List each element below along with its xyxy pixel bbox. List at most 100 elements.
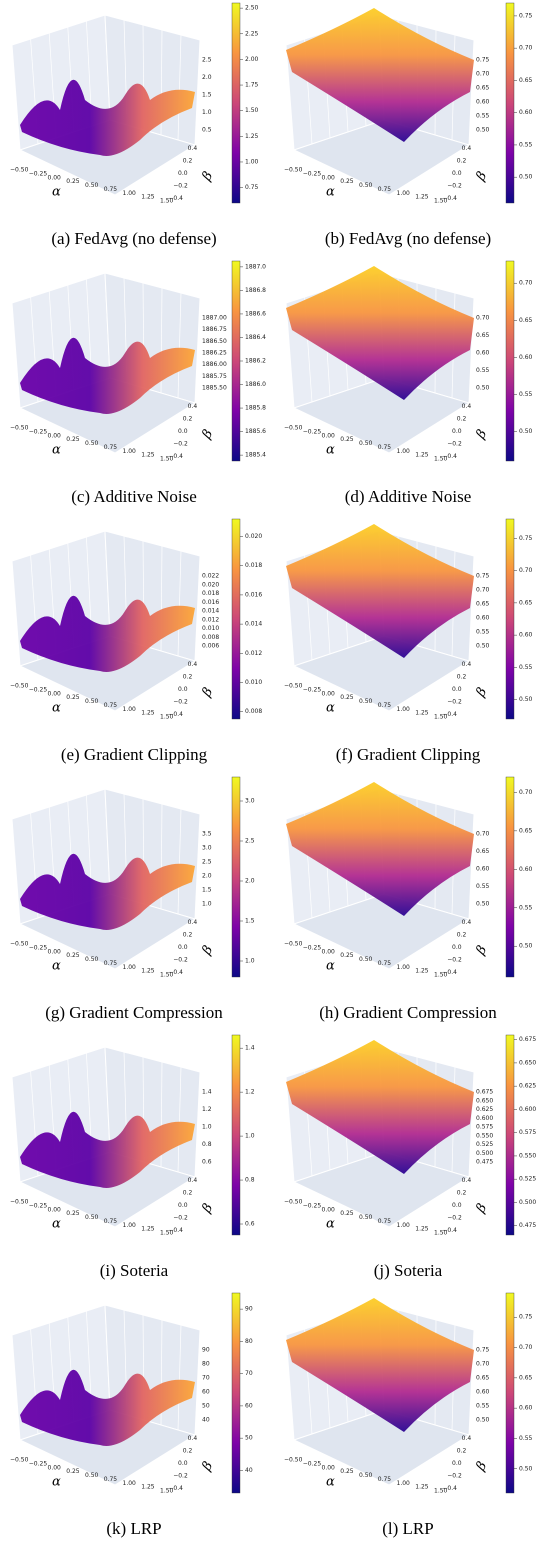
x-tick-label: 0.75 — [104, 702, 118, 709]
y-axis-label: β — [473, 169, 490, 184]
y-axis-label: β — [199, 1201, 216, 1216]
colorbar-tick-label: 1886.2 — [245, 358, 266, 365]
x-axis-label: α — [52, 701, 61, 716]
colorbar — [231, 1034, 241, 1236]
x-tick-label: 1.25 — [141, 968, 155, 975]
y-tick-label: 0.0 — [452, 1202, 462, 1209]
z-tick-label: 1885.50 — [202, 385, 227, 392]
x-tick-label: 0.75 — [378, 702, 392, 709]
colorbar-tick-label: 0.60 — [519, 632, 533, 639]
x-tick-label: 1.25 — [141, 1484, 155, 1491]
colorbar-tick-label: 0.675 — [519, 1036, 536, 1043]
x-tick-label: 0.75 — [378, 444, 392, 451]
z-tick-label: 0.75 — [476, 573, 490, 580]
z-tick-label: 0.016 — [202, 599, 219, 606]
x-tick-label: 0.50 — [359, 1472, 373, 1479]
x-axis-label: α — [326, 1475, 335, 1490]
surface — [286, 782, 474, 916]
z-tick-label: 1885.75 — [202, 373, 227, 380]
z-tick-label: 0.55 — [476, 113, 490, 120]
y-tick-label: 0.0 — [452, 1460, 462, 1467]
colorbar-tick-label: 1885.8 — [245, 405, 266, 412]
colorbar-tick-label: 0.70 — [519, 45, 533, 52]
z-tick-label: 0.65 — [476, 85, 490, 92]
colorbar-tick-label: 0.8 — [245, 1177, 255, 1184]
colorbar-tick-label: 0.55 — [519, 904, 533, 911]
colorbar-tick-label: 1885.4 — [245, 452, 266, 459]
x-tick-label: −0.25 — [303, 944, 322, 951]
x-tick-label: 0.75 — [378, 1476, 392, 1483]
x-tick-label: 1.50 — [434, 1488, 448, 1495]
caption: (e) Gradient Clipping — [61, 745, 208, 764]
y-tick-label: −0.4 — [168, 453, 183, 460]
x-tick-label: 1.00 — [397, 1222, 411, 1229]
z-tick-label: 1886.25 — [202, 350, 227, 357]
x-tick-label: 1.25 — [415, 968, 429, 975]
caption: (j) Soteria — [374, 1261, 443, 1280]
x-tick-label: 0.50 — [85, 956, 99, 963]
colorbar — [505, 260, 515, 462]
z-tick-label: 0.60 — [476, 99, 490, 106]
x-axis-label: α — [326, 443, 335, 458]
y-tick-label: 0.2 — [457, 931, 467, 938]
y-tick-label: 0.0 — [178, 1202, 188, 1209]
colorbar-tick-label: 0.008 — [245, 708, 262, 715]
y-tick-label: 0.4 — [462, 145, 472, 152]
y-tick-label: −0.4 — [442, 195, 457, 202]
colorbar-tick-label: 0.55 — [519, 1435, 533, 1442]
y-tick-label: 0.4 — [462, 1435, 472, 1442]
colorbar-tick-label: 0.70 — [519, 280, 533, 287]
x-tick-label: 1.50 — [160, 714, 174, 721]
y-tick-label: 0.2 — [183, 415, 193, 422]
y-axis-label: β — [473, 1201, 490, 1216]
z-tick-label: 0.022 — [202, 573, 219, 580]
x-tick-label: 0.75 — [104, 1218, 118, 1225]
x-tick-label: 1.00 — [123, 448, 137, 455]
z-tick-label: 0.525 — [476, 1141, 493, 1148]
z-tick-label: 1887.00 — [202, 315, 227, 322]
y-tick-label: −0.4 — [168, 1485, 183, 1492]
colorbar-tick-label: 0.70 — [519, 789, 533, 796]
x-tick-label: 0.00 — [322, 690, 336, 697]
panel: 0.50 0.55 0.60 0.65 0.70 0.75 0.50 0.55 0.60 0.65… — [284, 1292, 533, 1538]
x-tick-label: 1.50 — [160, 198, 174, 205]
colorbar — [505, 776, 515, 978]
surface — [20, 853, 195, 930]
z-tick-label: 0.70 — [476, 587, 490, 594]
y-tick-label: 0.4 — [188, 1435, 198, 1442]
x-tick-label: 0.75 — [104, 186, 118, 193]
z-tick-label: 2.5 — [202, 57, 212, 64]
colorbar-tick-label: 40 — [245, 1467, 253, 1474]
y-tick-label: −0.2 — [173, 1473, 188, 1480]
x-tick-label: 0.00 — [322, 948, 336, 955]
y-tick-label: 0.2 — [457, 1447, 467, 1454]
x-tick-label: 1.50 — [160, 972, 174, 979]
colorbar-tick-label: 2.00 — [245, 56, 259, 63]
z-tick-label: 0.75 — [476, 57, 490, 64]
colorbar-tick-label: 0.50 — [519, 428, 533, 435]
z-tick-label: 0.50 — [476, 385, 490, 392]
z-tick-label: 0.70 — [476, 1361, 490, 1368]
z-tick-label: 0.650 — [476, 1097, 493, 1104]
x-tick-label: −0.50 — [284, 941, 303, 948]
z-tick-label: 50 — [202, 1403, 210, 1410]
x-tick-label: 1.00 — [397, 190, 411, 197]
x-tick-label: −0.25 — [303, 170, 322, 177]
z-tick-label: 0.675 — [476, 1089, 493, 1096]
x-tick-label: 1.50 — [160, 1488, 174, 1495]
x-tick-label: 0.00 — [322, 432, 336, 439]
y-tick-label: −0.4 — [168, 711, 183, 718]
panel: 0.75 1.00 1.25 1.50 1.75 2.00 2.25 2.50 0.5 1.0 1.… — [10, 2, 259, 248]
x-tick-label: 0.50 — [85, 182, 99, 189]
y-tick-label: 0.0 — [452, 428, 462, 435]
y-axis-label: β — [473, 685, 490, 700]
z-tick-label: 0.012 — [202, 616, 219, 623]
colorbar — [231, 1292, 241, 1494]
x-tick-label: 0.75 — [378, 960, 392, 967]
colorbar-tick-label: 0.70 — [519, 1344, 533, 1351]
z-tick-label: 0.70 — [476, 831, 490, 838]
y-tick-label: 0.0 — [178, 428, 188, 435]
z-tick-label: 0.65 — [476, 1375, 490, 1382]
x-tick-label: 1.00 — [123, 706, 137, 713]
x-tick-label: 1.00 — [397, 1480, 411, 1487]
